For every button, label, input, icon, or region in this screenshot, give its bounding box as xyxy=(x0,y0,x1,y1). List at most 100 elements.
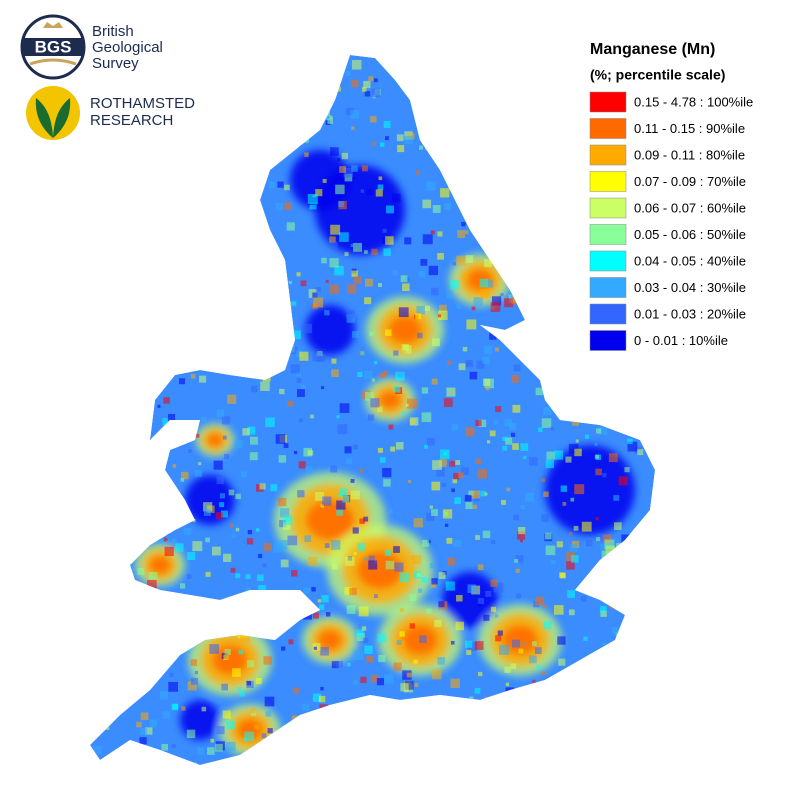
map-cell xyxy=(495,347,500,352)
map-cell xyxy=(384,719,393,729)
map-cell xyxy=(140,727,148,736)
map-cell xyxy=(356,764,365,765)
map-cell xyxy=(262,373,271,382)
map-cell xyxy=(547,394,552,399)
map-cell xyxy=(149,755,157,763)
map-cell xyxy=(475,458,481,465)
map-cell xyxy=(129,491,139,501)
map-cell xyxy=(90,713,96,719)
map-cell xyxy=(628,681,637,690)
map-cell xyxy=(229,230,238,239)
map-cell xyxy=(180,583,186,589)
map-cell xyxy=(482,530,491,539)
map-cell xyxy=(329,284,339,294)
map-cell xyxy=(506,487,511,492)
map-cell xyxy=(477,469,488,479)
map-cell xyxy=(263,656,272,665)
map-cell xyxy=(175,543,184,552)
map-cell xyxy=(553,180,559,186)
map-cell xyxy=(607,727,613,733)
map-cell xyxy=(245,587,251,593)
map-cell xyxy=(481,57,491,67)
map-cell xyxy=(391,193,401,203)
map-cell xyxy=(96,438,104,445)
map-cell xyxy=(478,419,487,428)
map-cell xyxy=(137,568,145,575)
map-cell xyxy=(318,695,326,703)
map-cell xyxy=(108,178,118,187)
map-cell xyxy=(354,759,361,765)
map-cell xyxy=(540,723,545,728)
legend-swatch xyxy=(589,330,627,351)
map-cell xyxy=(99,719,110,730)
map-patch xyxy=(180,700,220,740)
map-cell xyxy=(534,338,544,348)
map-patch xyxy=(206,433,224,447)
map-cell xyxy=(625,739,636,750)
map-cell xyxy=(523,455,527,460)
map-cell xyxy=(557,413,561,417)
map-cell xyxy=(528,655,537,664)
map-cell xyxy=(300,384,306,390)
map-cell xyxy=(324,543,330,548)
map-cell xyxy=(354,276,362,284)
map-cell xyxy=(323,75,331,83)
map-cell xyxy=(168,681,179,692)
map-cell xyxy=(109,378,120,388)
map-cell xyxy=(433,79,443,89)
map-cell xyxy=(557,148,564,156)
map-patch xyxy=(185,475,235,525)
map-cell xyxy=(602,642,608,649)
map-cell xyxy=(486,111,493,119)
map-cell xyxy=(549,182,555,187)
map-cell xyxy=(311,587,316,592)
map-cell xyxy=(390,761,398,765)
map-cell xyxy=(377,633,387,643)
map-cell xyxy=(482,71,487,76)
map-cell xyxy=(276,733,283,739)
map-cell xyxy=(227,394,237,404)
map-cell xyxy=(188,449,192,453)
map-cell xyxy=(455,621,465,631)
map-cell xyxy=(336,660,343,668)
legend-subtitle: (%; percentile scale) xyxy=(590,67,725,83)
map-cell xyxy=(105,463,112,470)
map-cell xyxy=(538,70,544,76)
map-cell xyxy=(532,187,542,197)
map-cell xyxy=(119,371,127,379)
map-cell xyxy=(543,406,552,416)
map-cell xyxy=(288,280,292,285)
map-cell xyxy=(555,374,560,379)
map-cell xyxy=(226,741,236,752)
map-cell xyxy=(121,749,131,758)
map-cell xyxy=(545,459,555,469)
map-cell xyxy=(140,712,149,721)
map-cell xyxy=(507,697,512,702)
map-cell xyxy=(643,164,650,172)
map-cell xyxy=(275,434,286,444)
map-cell xyxy=(485,279,494,288)
map-cell xyxy=(163,397,170,404)
map-cell xyxy=(263,154,268,158)
map-cell xyxy=(256,124,264,132)
map-cell xyxy=(574,448,582,457)
legend-label: 0.09 - 0.11 : 80%ile xyxy=(634,147,745,162)
map-cell xyxy=(294,730,301,738)
map-cell xyxy=(352,444,358,450)
map-cell xyxy=(337,705,344,712)
map-cell xyxy=(438,310,448,320)
map-cell xyxy=(159,229,170,239)
map-cell xyxy=(550,426,554,431)
map-cell xyxy=(465,83,469,87)
map-cell xyxy=(529,731,537,738)
map-cell xyxy=(119,615,124,620)
map-cell xyxy=(122,571,129,578)
map-cell xyxy=(541,514,549,523)
map-cell xyxy=(344,252,349,257)
map-cell xyxy=(567,292,572,297)
map-cell xyxy=(383,248,391,256)
map-cell xyxy=(339,166,347,173)
map-cell xyxy=(215,512,223,520)
map-cell xyxy=(117,676,126,685)
map-cell xyxy=(373,78,378,83)
